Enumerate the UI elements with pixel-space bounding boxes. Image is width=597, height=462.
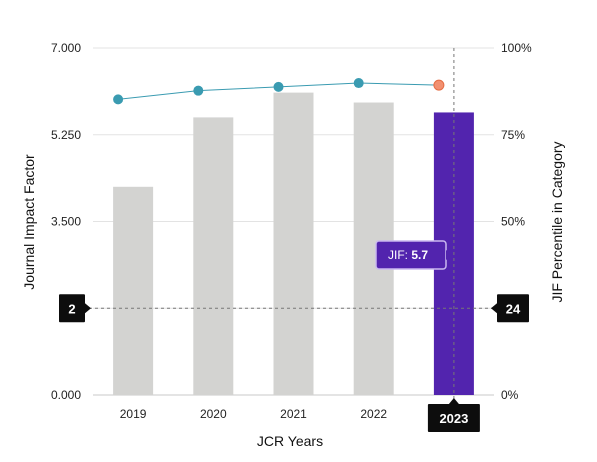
x-tick-label: 2021 [280, 407, 307, 421]
bar-2019[interactable] [113, 186, 154, 395]
y2-axis-title: JIF Percentile in Category [549, 141, 565, 302]
y2-tick-label: 75% [501, 128, 525, 142]
x-axis-title: JCR Years [257, 433, 323, 449]
y2-tick-label: 50% [501, 215, 525, 229]
right-crosshair-badge: 24 [491, 294, 529, 323]
x-crosshair-badge-label: 2023 [439, 411, 468, 426]
x-crosshair-badge-bg [427, 404, 480, 432]
y-tick-label: 5.250 [51, 128, 81, 142]
percentile-point-2019[interactable] [113, 94, 124, 105]
x-crosshair-badge: 2023 [427, 398, 480, 432]
x-axis-ticks: 2019 2020 2021 2022 [120, 407, 388, 421]
percentile-line [113, 78, 445, 105]
y-tick-label: 7.000 [51, 41, 81, 55]
tooltip: JIF: 5.7 [375, 240, 452, 270]
percentile-point-2022[interactable] [353, 78, 364, 89]
right-axis-ticks: 0%25%50%75%100% [501, 41, 532, 402]
percentile-point-2020[interactable] [193, 85, 204, 96]
left-crosshair-badge-pointer [85, 303, 91, 314]
tooltip-value: 5.7 [411, 248, 428, 262]
crosshair-badges: 2 24 2023 [59, 294, 529, 432]
y-tick-label: 0.000 [51, 388, 81, 402]
left-crosshair-badge-bg [59, 294, 85, 323]
tooltip-label: JIF: [388, 248, 411, 262]
tooltip-pointer [446, 250, 452, 260]
x-tick-label: 2022 [360, 407, 387, 421]
percentile-point-2021[interactable] [273, 81, 284, 92]
y2-tick-label: 0% [501, 388, 519, 402]
crosshair [71, 48, 502, 402]
x-tick-label: 2020 [200, 407, 227, 421]
right-crosshair-badge-label: 24 [506, 301, 521, 316]
right-crosshair-badge-pointer [491, 303, 497, 314]
right-crosshair-badge-bg [497, 294, 529, 323]
left-crosshair-badge-label: 2 [68, 301, 75, 316]
y2-tick-label: 100% [501, 41, 532, 55]
left-crosshair-badge: 2 [59, 294, 91, 323]
x-crosshair-badge-pointer [448, 398, 459, 404]
percentile-point-2023[interactable] [433, 79, 445, 91]
y-axis-title: Journal Impact Factor [21, 154, 37, 290]
tooltip-text: JIF: 5.7 [388, 248, 428, 262]
y-tick-label: 3.500 [51, 215, 81, 229]
x-tick-label: 2019 [120, 407, 147, 421]
bar-2020[interactable] [193, 117, 234, 396]
bar-2021[interactable] [273, 92, 314, 395]
